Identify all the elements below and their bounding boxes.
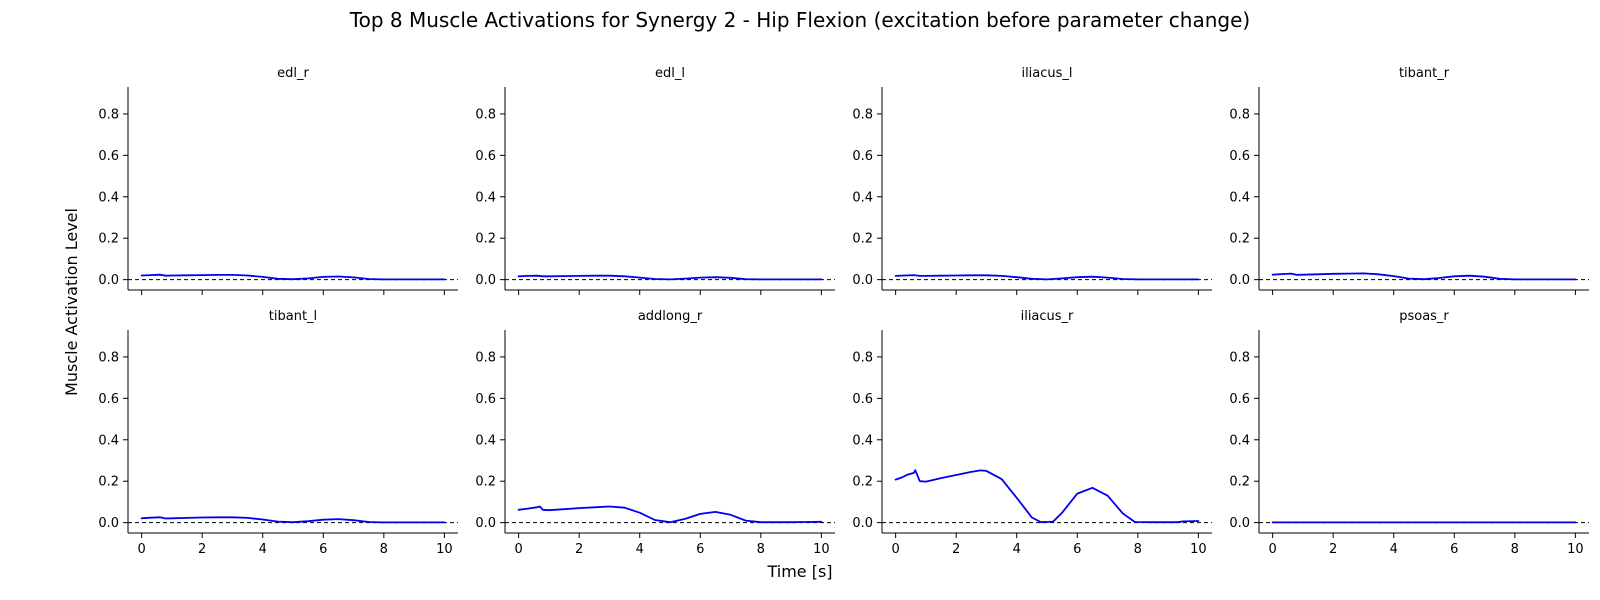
y-axis-label: Muscle Activation Level [62, 208, 81, 396]
figure-title: Top 8 Muscle Activations for Synergy 2 -… [349, 8, 1250, 32]
subplot-edl-l: edl_l 0.0 0.2 0.4 0.6 0.8 [475, 66, 835, 295]
y-tick-label: 0.0 [475, 273, 496, 288]
x-tick-label: 8 [1134, 542, 1142, 557]
x-tick-label: 8 [1511, 542, 1519, 557]
subplot-tibant-l: tibant_l 0.0 0.2 0.4 0.6 0.8 0 2 4 6 8 10 [98, 309, 458, 557]
y-tick-label: 0.8 [1229, 350, 1250, 365]
x-tick-label: 6 [1450, 542, 1458, 557]
subplot-psoas-r: psoas_r 0.0 0.2 0.4 0.6 0.8 0 2 4 6 8 10 [1229, 309, 1589, 557]
y-tick-label: 0.8 [475, 350, 496, 365]
y-tick-label: 0.2 [98, 232, 119, 247]
y-tick-label: 0.8 [1229, 107, 1250, 122]
y-tick-label: 0.0 [475, 516, 496, 531]
x-tick-label: 0 [1268, 542, 1276, 557]
y-tick-label: 0.0 [1229, 273, 1250, 288]
y-tick-label: 0.6 [852, 392, 873, 407]
y-tick-label: 0.6 [475, 149, 496, 164]
y-tick-label: 0.0 [1229, 516, 1250, 531]
x-tick-label: 0 [891, 542, 899, 557]
subplot-title: iliacus_r [1021, 309, 1074, 324]
x-tick-label: 4 [1013, 542, 1021, 557]
y-tick-label: 0.4 [852, 433, 873, 448]
y-tick-label: 0.0 [852, 516, 873, 531]
y-tick-label: 0.8 [98, 350, 119, 365]
y-tick-label: 0.6 [1229, 149, 1250, 164]
x-tick-label: 2 [198, 542, 206, 557]
x-tick-label: 2 [952, 542, 960, 557]
series-line-iliacus-l [894, 274, 1200, 281]
y-tick-label: 0.2 [1229, 232, 1250, 247]
y-tick-label: 0.6 [852, 149, 873, 164]
x-tick-label: 6 [319, 542, 327, 557]
y-tick-label: 0.6 [98, 392, 119, 407]
x-tick-label: 10 [436, 542, 453, 557]
y-tick-label: 0.2 [475, 232, 496, 247]
y-tick-label: 0.4 [1229, 190, 1250, 205]
y-tick-label: 0.0 [98, 516, 119, 531]
y-tick-label: 0.2 [1229, 475, 1250, 490]
y-tick-label: 0.8 [98, 107, 119, 122]
x-tick-label: 10 [1190, 542, 1207, 557]
subplot-title: tibant_l [269, 309, 317, 324]
subplot-title: edl_l [655, 66, 685, 81]
y-tick-label: 0.4 [475, 190, 496, 205]
y-tick-label: 0.6 [475, 392, 496, 407]
x-tick-label: 0 [514, 542, 522, 557]
series-line-iliacus-r [894, 469, 1200, 524]
series-line-edl-l [517, 274, 823, 281]
x-tick-label: 10 [1567, 542, 1584, 557]
x-tick-label: 10 [813, 542, 830, 557]
subplot-title: tibant_r [1399, 66, 1450, 81]
y-tick-label: 0.0 [852, 273, 873, 288]
subplot-iliacus-l: iliacus_l 0.0 0.2 0.4 0.6 0.8 [852, 66, 1212, 295]
series-line-edl-r [140, 273, 446, 281]
series-line-tibant-r [1271, 272, 1577, 281]
x-tick-label: 2 [1329, 542, 1337, 557]
y-tick-label: 0.8 [475, 107, 496, 122]
subplot-addlong-r: addlong_r 0.0 0.2 0.4 0.6 0.8 0 2 4 6 8 10 [475, 309, 835, 557]
y-tick-label: 0.2 [98, 475, 119, 490]
x-tick-label: 0 [137, 542, 145, 557]
subplot-edl-r: edl_r 0.0 0.2 0.4 0.6 0.8 [98, 66, 458, 295]
x-axis-label: Time [s] [766, 562, 832, 581]
y-tick-label: 0.2 [852, 475, 873, 490]
series-line-tibant-l [140, 516, 446, 524]
y-tick-label: 0.4 [1229, 433, 1250, 448]
subplot-tibant-r: tibant_r 0.0 0.2 0.4 0.6 0.8 [1229, 66, 1589, 295]
subplot-title: iliacus_l [1021, 66, 1072, 81]
x-tick-label: 4 [259, 542, 267, 557]
y-tick-label: 0.8 [852, 107, 873, 122]
subplot-iliacus-r: iliacus_r 0.0 0.2 0.4 0.6 0.8 0 2 4 6 8 10 [852, 309, 1212, 557]
y-tick-label: 0.4 [475, 433, 496, 448]
subplot-title: psoas_r [1399, 309, 1449, 324]
subplot-title: addlong_r [638, 309, 703, 324]
subplot-title: edl_r [277, 66, 309, 81]
y-tick-label: 0.6 [98, 149, 119, 164]
y-tick-label: 0.8 [852, 350, 873, 365]
x-tick-label: 8 [380, 542, 388, 557]
y-tick-label: 0.6 [1229, 392, 1250, 407]
x-tick-label: 4 [636, 542, 644, 557]
y-tick-label: 0.4 [98, 433, 119, 448]
series-line-addlong-r [517, 505, 823, 524]
y-tick-label: 0.4 [98, 190, 119, 205]
subplot-grid: edl_r 0.0 0.2 0.4 0.6 0.8 edl_l 0.0 0.2 0.4 0.6 0.8… [98, 66, 1589, 557]
y-tick-label: 0.2 [475, 475, 496, 490]
y-tick-label: 0.0 [98, 273, 119, 288]
x-tick-label: 6 [696, 542, 704, 557]
x-tick-label: 8 [757, 542, 765, 557]
y-tick-label: 0.4 [852, 190, 873, 205]
x-tick-label: 4 [1390, 542, 1398, 557]
x-tick-label: 2 [575, 542, 583, 557]
y-tick-label: 0.2 [852, 232, 873, 247]
x-tick-label: 6 [1073, 542, 1081, 557]
